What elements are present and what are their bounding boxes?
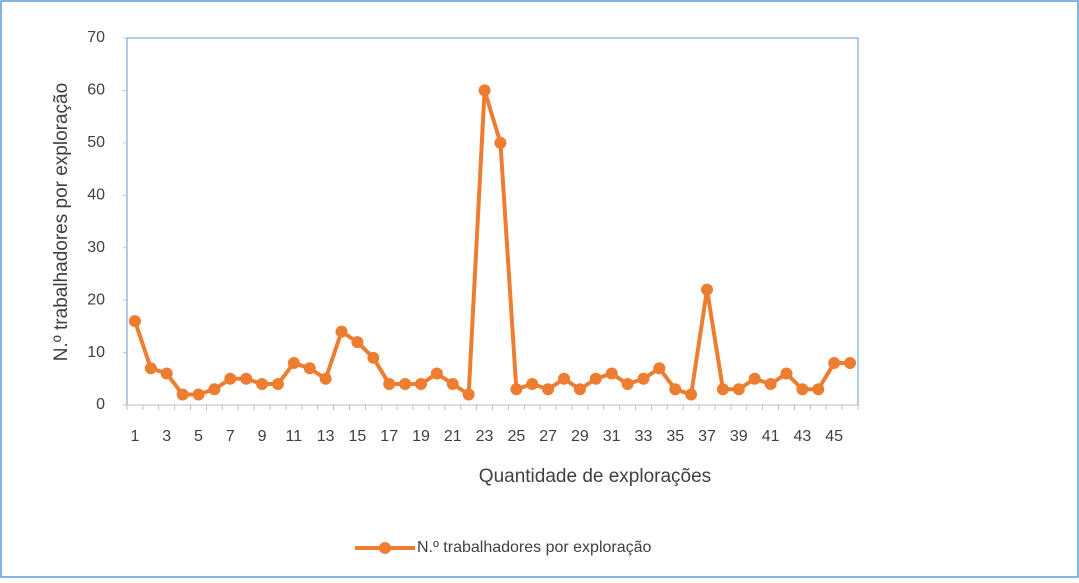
data-point [224, 372, 237, 385]
data-point [446, 378, 459, 391]
data-point [176, 388, 189, 401]
data-point [351, 336, 364, 349]
data-point [144, 362, 157, 375]
data-point [637, 372, 650, 385]
data-point [462, 388, 475, 401]
x-tick-label: 11 [286, 428, 303, 445]
data-point [669, 383, 682, 396]
x-axis-label: Quantidade de explorações [479, 466, 711, 487]
x-tick-label: 21 [444, 428, 462, 445]
x-tick-label: 43 [793, 428, 811, 445]
x-tick-label: 25 [507, 428, 525, 445]
data-point [335, 325, 348, 338]
data-point [526, 378, 539, 391]
x-tick-label: 29 [571, 428, 589, 445]
y-tick-label: 50 [87, 134, 105, 151]
data-point [414, 378, 427, 391]
data-point [208, 383, 221, 396]
y-axis-label: N.º trabalhadores por exploração [51, 83, 72, 361]
data-point [573, 383, 586, 396]
x-tick-label: 1 [130, 428, 139, 445]
data-point [319, 372, 332, 385]
y-tick-label: 20 [87, 291, 105, 308]
x-tick-label: 3 [162, 428, 171, 445]
x-tick-label: 27 [539, 428, 557, 445]
x-tick-label: 45 [825, 428, 843, 445]
data-point [748, 372, 761, 385]
x-tick-label: 39 [730, 428, 748, 445]
y-tick-label: 0 [96, 396, 105, 413]
data-point [430, 367, 443, 380]
legend-label: N.º trabalhadores por exploração [417, 539, 652, 556]
data-point [653, 362, 666, 375]
x-tick-label: 13 [317, 428, 335, 445]
data-point [256, 378, 269, 391]
x-tick-label: 15 [349, 428, 367, 445]
data-point [764, 378, 777, 391]
y-tick-label: 70 [87, 29, 105, 46]
x-tick-label: 37 [698, 428, 716, 445]
data-point [128, 315, 141, 328]
data-point [367, 351, 380, 364]
x-tick-label: 31 [603, 428, 621, 445]
y-tick-label: 40 [87, 187, 105, 204]
y-tick-label: 60 [87, 82, 105, 99]
x-tick-label: 9 [258, 428, 267, 445]
data-point [780, 367, 793, 380]
data-point [192, 388, 205, 401]
data-point [828, 357, 841, 370]
data-point [621, 378, 634, 391]
data-point [605, 367, 618, 380]
data-point [701, 283, 714, 296]
x-tick-label: 5 [194, 428, 203, 445]
data-point [240, 372, 253, 385]
data-point [732, 383, 745, 396]
data-point [383, 378, 396, 391]
data-point [796, 383, 809, 396]
x-tick-label: 19 [412, 428, 430, 445]
data-point [510, 383, 523, 396]
data-point [685, 388, 698, 401]
x-tick-label: 23 [476, 428, 494, 445]
data-point [716, 383, 729, 396]
data-point [589, 372, 602, 385]
data-point [812, 383, 825, 396]
x-tick-label: 41 [762, 428, 780, 445]
data-point [303, 362, 316, 375]
data-point [399, 378, 412, 391]
data-line [133, 88, 851, 397]
x-tick-label: 17 [380, 428, 398, 445]
data-point [558, 372, 571, 385]
data-point [271, 378, 284, 391]
x-tick-label: 33 [635, 428, 653, 445]
legend-marker [379, 542, 391, 554]
x-tick-label: 7 [226, 428, 235, 445]
data-point [844, 357, 857, 370]
data-point [542, 383, 555, 396]
data-point [478, 84, 491, 97]
y-tick-label: 10 [87, 344, 105, 361]
data-point [494, 136, 507, 149]
data-point [287, 357, 300, 370]
data-point [160, 367, 173, 380]
x-tick-label: 35 [666, 428, 684, 445]
y-tick-label: 30 [87, 239, 105, 256]
